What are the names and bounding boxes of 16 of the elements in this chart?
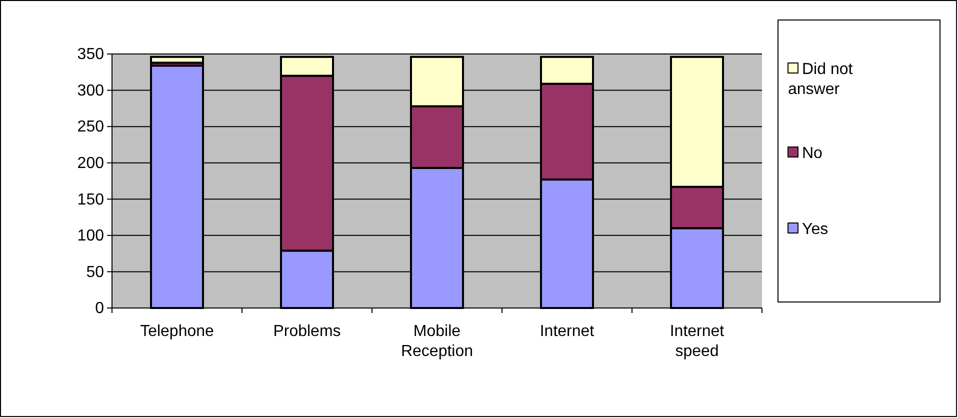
legend-label: Yes <box>802 221 828 238</box>
y-tick-label: 100 <box>77 228 104 245</box>
y-tick-label: 300 <box>77 82 104 100</box>
x-tick-label: Internet speed <box>670 323 725 360</box>
y-tick-label: 250 <box>77 118 104 136</box>
y-tick-label: 200 <box>77 154 104 172</box>
legend-label: Did not answer <box>788 61 854 98</box>
y-tick-label: 50 <box>86 264 104 281</box>
x-tick-label: Internet <box>540 323 595 340</box>
x-tick-label: Problems <box>273 323 341 340</box>
y-tick-label: 0 <box>95 300 104 318</box>
x-tick-label: Telephone <box>140 323 214 340</box>
x-tick-label: Mobile Reception <box>400 323 474 360</box>
legend-label: No <box>802 145 823 162</box>
y-tick-label: 350 <box>77 46 104 64</box>
y-tick-label: 150 <box>77 191 104 208</box>
